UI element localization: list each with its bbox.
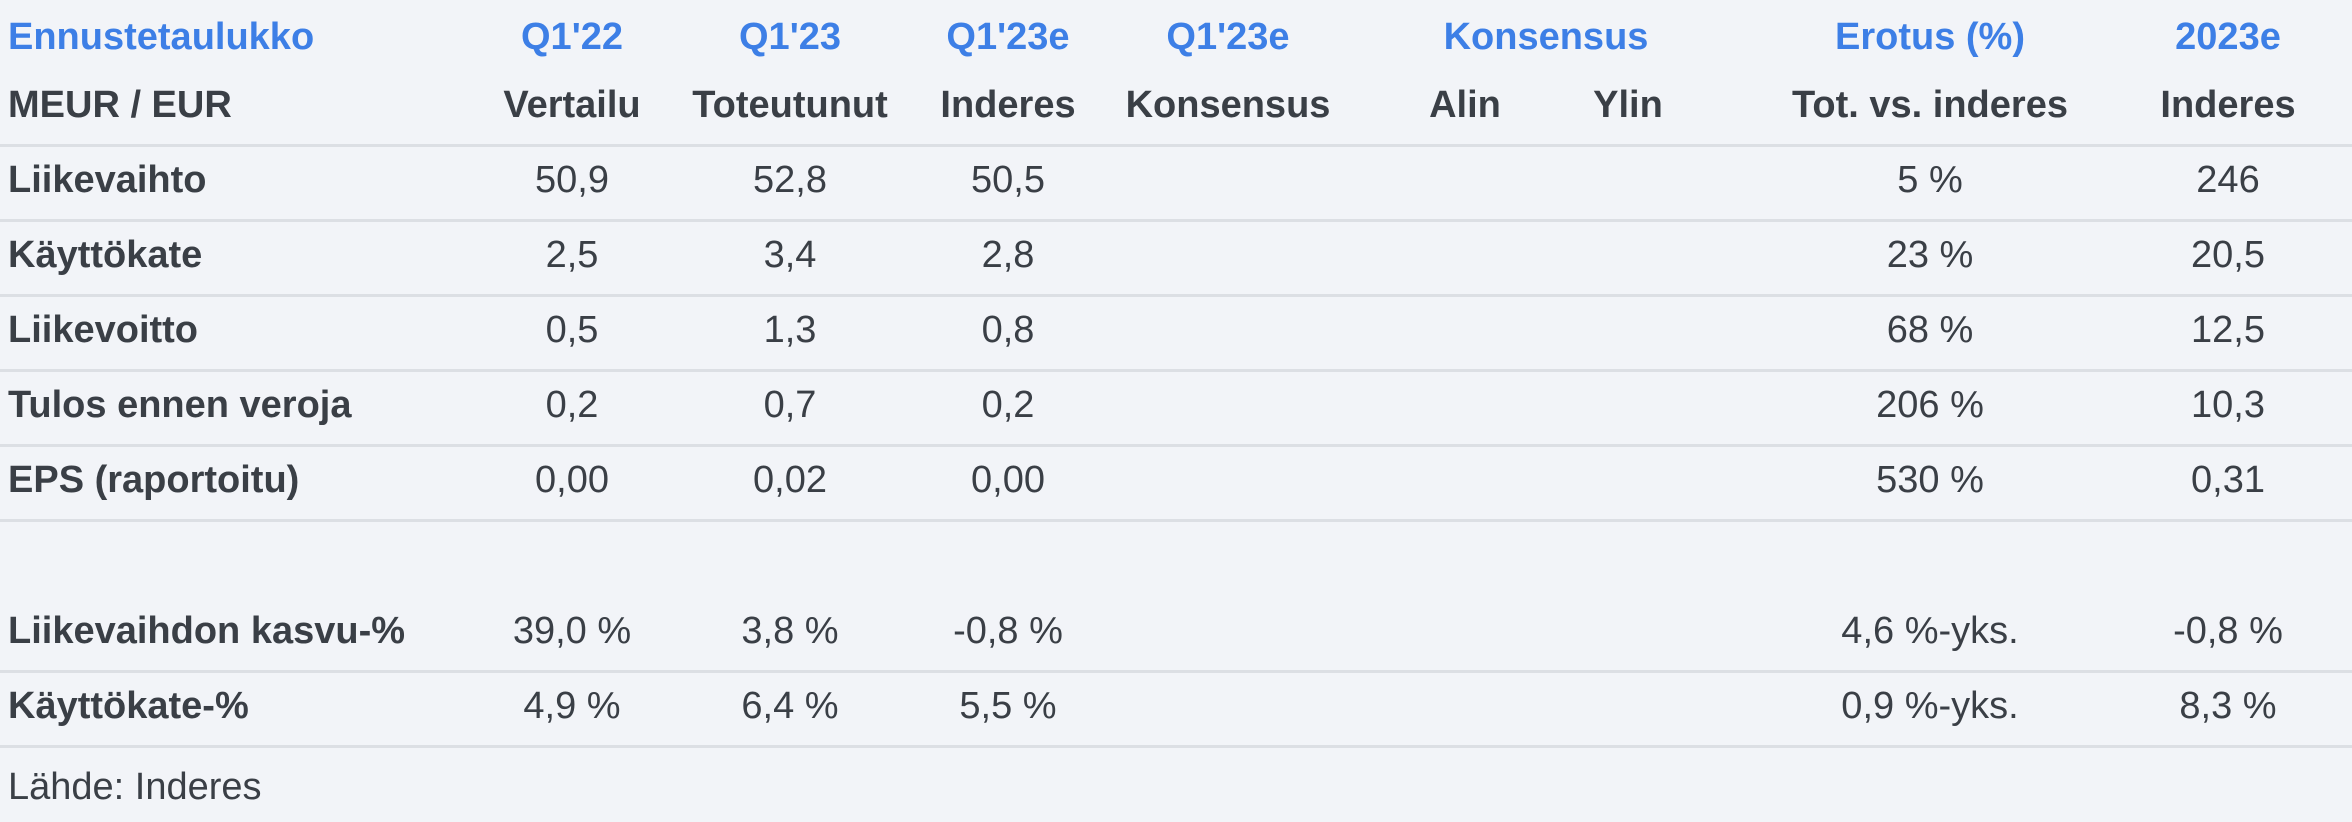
- row-label: Käyttökate: [8, 234, 203, 276]
- header-2023e: 2023e: [2175, 16, 2281, 58]
- cell-q123e-inderes: 0,8: [981, 309, 1035, 351]
- table-row: Liikevaihto 50,9 52,8 50,5 5 % 246: [0, 143, 2352, 218]
- cell-q122: 50,9: [535, 159, 609, 201]
- table-title: Ennustetaulukko: [8, 16, 315, 58]
- subheader-konsensus: Konsensus: [1125, 84, 1331, 126]
- cell-q123e-inderes: -0,8 %: [953, 610, 1063, 652]
- row-label: Liikevaihto: [8, 159, 207, 201]
- cell-q122: 0,2: [545, 384, 599, 426]
- header-row-titles: Ennustetaulukko Q1'22 Q1'23 Q1'23e Q1'23…: [0, 0, 2352, 75]
- header-q122: Q1'22: [521, 16, 623, 58]
- table-row: Liikevoitto 0,5 1,3 0,8 68 % 12,5: [0, 293, 2352, 368]
- row-label: Liikevoitto: [8, 309, 199, 351]
- cell-q123: 0,02: [753, 459, 827, 501]
- cell-2023e: 8,3 %: [2179, 685, 2277, 727]
- cell-q123e-inderes: 50,5: [971, 159, 1045, 201]
- cell-q123: 6,4 %: [741, 685, 839, 727]
- cell-erotus: 206 %: [1876, 384, 1984, 426]
- source-note: Lähde: Inderes: [8, 766, 262, 808]
- row-label: Liikevaihdon kasvu-%: [8, 610, 406, 652]
- subheader-toteutunut: Toteutunut: [692, 84, 888, 126]
- cell-q123e-inderes: 0,00: [971, 459, 1045, 501]
- table-row: Käyttökate 2,5 3,4 2,8 23 % 20,5: [0, 218, 2352, 293]
- subheader-ylin: Ylin: [1593, 84, 1663, 126]
- table-row: Liikevaihdon kasvu-% 39,0 % 3,8 % -0,8 %…: [0, 594, 2352, 669]
- divider: [0, 444, 2352, 447]
- header-q123e-konsensus: Q1'23e: [1166, 16, 1290, 58]
- table-row: Tulos ennen veroja 0,2 0,7 0,2 206 % 10,…: [0, 368, 2352, 443]
- header-konsensus: Konsensus: [1443, 16, 1649, 58]
- cell-q123: 3,8 %: [741, 610, 839, 652]
- row-label: Käyttökate-%: [8, 685, 249, 727]
- row-label: Tulos ennen veroja: [8, 384, 352, 426]
- cell-q122: 0,5: [545, 309, 599, 351]
- header-q123: Q1'23: [739, 16, 841, 58]
- cell-q122: 39,0 %: [512, 610, 632, 652]
- cell-erotus: 4,6 %-yks.: [1841, 610, 2019, 652]
- divider: [0, 294, 2352, 297]
- row-label: EPS (raportoitu): [8, 459, 300, 501]
- cell-q123: 0,7: [763, 384, 817, 426]
- table-row: Käyttökate-% 4,9 % 6,4 % 5,5 % 0,9 %-yks…: [0, 669, 2352, 744]
- cell-2023e: 20,5: [2191, 234, 2265, 276]
- cell-2023e: 10,3: [2191, 384, 2265, 426]
- divider: [0, 519, 2352, 522]
- cell-2023e: -0,8 %: [2173, 610, 2283, 652]
- header-q123e-inderes: Q1'23e: [946, 16, 1070, 58]
- header-erotus: Erotus (%): [1835, 16, 2025, 58]
- cell-q122: 4,9 %: [523, 685, 621, 727]
- cell-erotus: 530 %: [1876, 459, 1984, 501]
- divider: [0, 670, 2352, 673]
- cell-2023e: 12,5: [2191, 309, 2265, 351]
- cell-2023e: 0,31: [2191, 459, 2265, 501]
- unit-label: MEUR / EUR: [8, 84, 232, 126]
- divider: [0, 144, 2352, 147]
- header-row-subtitles: MEUR / EUR Vertailu Toteutunut Inderes K…: [0, 68, 2352, 143]
- cell-q123e-inderes: 2,8: [981, 234, 1035, 276]
- divider: [0, 219, 2352, 222]
- cell-2023e: 246: [2196, 159, 2260, 201]
- cell-erotus: 68 %: [1886, 309, 1974, 351]
- cell-q123e-inderes: 0,2: [981, 384, 1035, 426]
- cell-erotus: 23 %: [1886, 234, 1974, 276]
- cell-q123: 1,3: [763, 309, 817, 351]
- cell-q123: 52,8: [753, 159, 827, 201]
- cell-q122: 2,5: [545, 234, 599, 276]
- cell-q123: 3,4: [763, 234, 817, 276]
- divider: [0, 369, 2352, 372]
- divider: [0, 745, 2352, 748]
- table-row: EPS (raportoitu) 0,00 0,02 0,00 530 % 0,…: [0, 443, 2352, 518]
- subheader-inderes-2023: Inderes: [2160, 84, 2296, 126]
- cell-q123e-inderes: 5,5 %: [959, 685, 1057, 727]
- cell-erotus: 5 %: [1897, 159, 1963, 201]
- cell-q122: 0,00: [535, 459, 609, 501]
- subheader-inderes: Inderes: [940, 84, 1076, 126]
- subheader-tot-vs-inderes: Tot. vs. inderes: [1792, 84, 2068, 126]
- cell-erotus: 0,9 %-yks.: [1841, 685, 2019, 727]
- subheader-vertailu: Vertailu: [503, 84, 641, 126]
- subheader-alin: Alin: [1429, 84, 1501, 126]
